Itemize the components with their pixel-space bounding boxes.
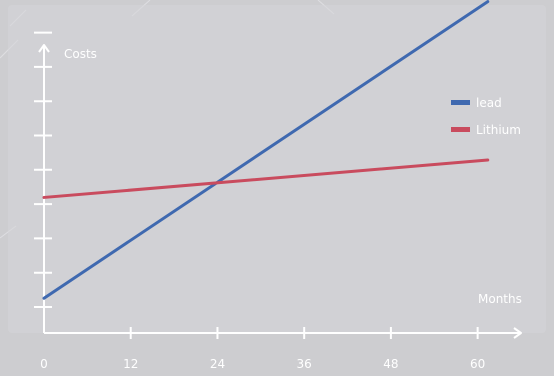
y-axis-label: Costs [64,47,97,61]
x-tick-label-24: 24 [210,357,225,371]
legend-label-lead: lead [476,96,502,110]
legend-swatch-lithium [451,127,470,132]
legend: lead Lithium [451,96,521,137]
x-axis [44,327,522,339]
x-tick-label-36: 36 [297,357,312,371]
x-tick-label-48: 48 [383,357,398,371]
series-line-lead [42,0,490,300]
plot-area [8,5,546,333]
x-tick-label-12: 12 [123,357,138,371]
y-axis [38,44,50,333]
legend-label-lithium: Lithium [476,123,521,137]
x-axis-label: Months [478,292,522,306]
series-line-lithium [42,158,490,199]
x-tick-labels: 0 12 24 36 48 60 [40,357,485,371]
legend-swatch-lead [451,100,470,105]
series-lines [42,0,490,300]
y-axis-ticks [34,31,52,308]
x-tick-label-60: 60 [470,357,485,371]
x-axis-ticks [129,327,479,339]
x-tick-label-0: 0 [40,357,48,371]
